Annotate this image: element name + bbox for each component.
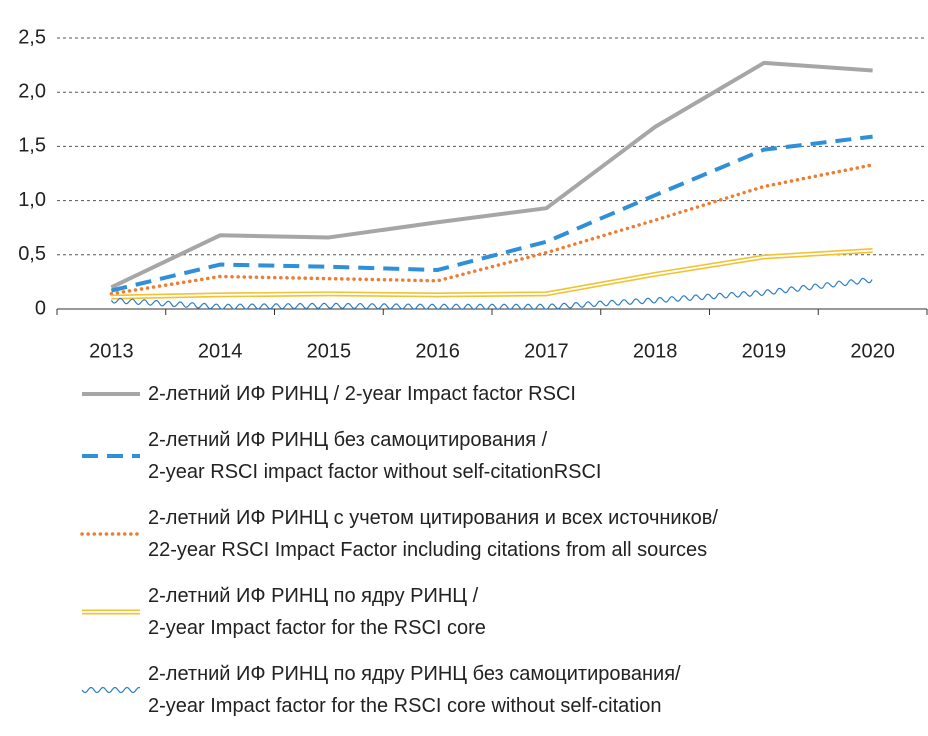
series-line	[109, 163, 875, 296]
y-tick-label: 2,0	[18, 80, 46, 102]
legend-label: 2-летний ИФ РИНЦ по ядру РИНЦ без самоци…	[148, 663, 681, 717]
legend-label: 2-летний ИФ РИНЦ с учетом цитирования и …	[148, 507, 718, 561]
y-tick-label: 1,5	[18, 135, 46, 157]
legend-entry: 2-летний ИФ РИНЦ без самоцитирования / 2…	[0, 424, 928, 488]
legend-entry: 2-летний ИФ РИНЦ / 2-year Impact factor …	[0, 378, 928, 410]
series-line	[110, 60, 873, 290]
x-tick-label: 2016	[415, 340, 460, 362]
x-tick-label: 2014	[198, 340, 243, 362]
x-tick-label: 2018	[633, 340, 678, 362]
series-wave	[81, 686, 141, 694]
legend-label: 2-летний ИФ РИНЦ по ядру РИНЦ / 2-year I…	[148, 585, 486, 639]
y-tick-label: 1,0	[18, 189, 46, 211]
legend: 2-летний ИФ РИНЦ / 2-year Impact factor …	[0, 378, 928, 736]
y-tick-label: 2,5	[18, 26, 46, 48]
legend-entry: 2-летний ИФ РИНЦ по ядру РИНЦ без самоци…	[0, 658, 928, 722]
legend-swatch	[82, 392, 140, 396]
legend-swatch	[82, 454, 140, 458]
x-tick-label: 2020	[850, 340, 895, 362]
legend-swatch	[81, 686, 141, 694]
legend-swatch	[80, 532, 142, 536]
x-tick-label: 2019	[742, 340, 787, 362]
x-tick-label: 2013	[89, 340, 134, 362]
x-tick-label: 2015	[307, 340, 352, 362]
series-line	[110, 134, 873, 293]
legend-label: 2-летний ИФ РИНЦ / 2-year Impact factor …	[148, 383, 576, 405]
series-line-inner	[111, 249, 873, 298]
y-tick-label: 0	[35, 297, 46, 319]
legend-entry: 2-летний ИФ РИНЦ по ядру РИНЦ / 2-year I…	[0, 580, 928, 644]
series-wave	[110, 277, 873, 310]
chart: 0 0,5 1,0 1,5 2,0 2,5 2013 2014 2015 2016 2017 2018…	[18, 26, 928, 362]
legend-swatch	[82, 609, 140, 615]
legend-entry: 2-летний ИФ РИНЦ с учетом цитирования и …	[0, 502, 928, 566]
legend-label: 2-летний ИФ РИНЦ без самоцитирования / 2…	[148, 429, 602, 483]
x-tick-label: 2017	[524, 340, 569, 362]
y-tick-label: 0,5	[18, 243, 46, 265]
